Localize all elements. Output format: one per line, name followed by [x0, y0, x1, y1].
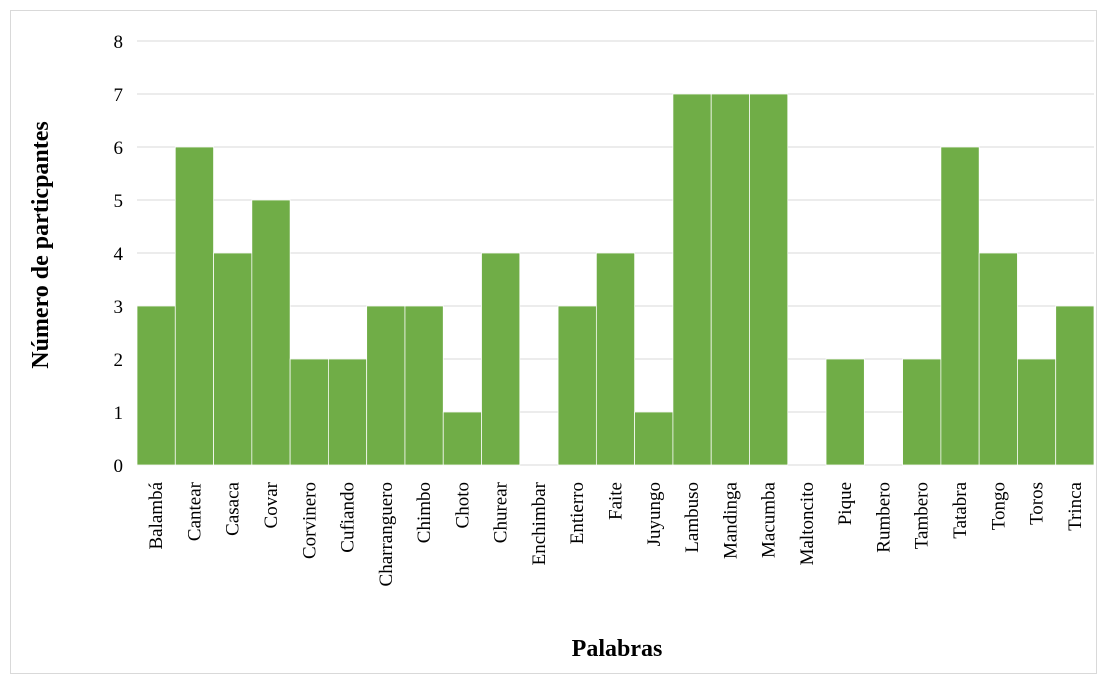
- x-axis-ticks: Balambá Cantear Casaca Covar Corvinero Cufian…: [146, 481, 1086, 586]
- bar-charranguero: [366, 305, 406, 466]
- bar-balambá: [136, 305, 176, 466]
- y-tick-label: 2: [114, 350, 124, 371]
- bar-tongo: [978, 252, 1018, 466]
- x-tick-label: Enchimbar: [529, 481, 550, 565]
- x-axis-title: Palabras: [572, 636, 663, 662]
- bar-choto: [442, 411, 482, 466]
- x-tick-label: Churear: [491, 481, 512, 543]
- bars: [136, 93, 1095, 466]
- bar-churear: [481, 252, 521, 466]
- y-tick-label: 8: [114, 32, 124, 53]
- x-tick-label: Entierro: [567, 482, 588, 544]
- x-tick-label: Corvinero: [299, 482, 320, 559]
- y-tick-label: 5: [114, 191, 124, 212]
- x-tick-label: Choto: [452, 482, 473, 528]
- x-tick-label: Cufiando: [338, 482, 359, 553]
- y-tick-label: 6: [114, 138, 124, 159]
- x-tick-label: Tongo: [988, 482, 1009, 530]
- x-tick-label: Faite: [606, 482, 627, 520]
- y-tick-label: 3: [114, 297, 124, 318]
- bar-corvinero: [289, 358, 329, 466]
- bar-chimbo: [404, 305, 444, 466]
- x-tick-label: Balambá: [146, 481, 167, 549]
- x-tick-label: Tambero: [912, 482, 933, 549]
- x-tick-label: Chimbo: [414, 482, 435, 543]
- x-tick-label: Toros: [1027, 482, 1048, 525]
- bar-tambero: [902, 358, 942, 466]
- y-tick-label: 7: [114, 85, 124, 106]
- bar-covar: [251, 199, 291, 466]
- x-tick-label: Pique: [835, 482, 856, 525]
- x-tick-label: Macumba: [759, 481, 780, 558]
- bar-faite: [595, 252, 636, 466]
- x-tick-label: Casaca: [223, 481, 244, 535]
- y-axis-title: Número de particpantes: [28, 121, 54, 369]
- x-tick-label: Maltoncito: [797, 482, 818, 565]
- x-tick-label: Lambuso: [682, 482, 703, 553]
- bar-mandinga: [710, 93, 750, 466]
- bar-lambuso: [672, 93, 712, 466]
- bar-cantear: [174, 146, 214, 466]
- x-tick-label: Juyungo: [644, 482, 665, 546]
- y-tick-label: 1: [114, 403, 124, 424]
- x-tick-label: Cantear: [184, 481, 205, 541]
- bar-tatabra: [940, 146, 980, 466]
- y-tick-label: 0: [114, 456, 124, 477]
- x-tick-label: Tatabra: [950, 481, 971, 538]
- x-tick-label: Mandinga: [720, 481, 741, 559]
- bar-macumba: [749, 93, 789, 466]
- bar-cufiando: [328, 358, 368, 466]
- x-tick-label: Charranguero: [376, 482, 397, 586]
- x-tick-label: Rumbero: [873, 482, 894, 553]
- bar-toros: [1017, 358, 1057, 466]
- bar-pique: [825, 358, 865, 466]
- y-axis-ticks: 0 1 2 3 4 5 6 7 8: [114, 32, 124, 477]
- bar-juyungo: [634, 411, 674, 466]
- x-tick-label: Covar: [261, 481, 282, 528]
- y-tick-label: 4: [114, 244, 124, 265]
- bar-trinca: [1055, 305, 1095, 466]
- bar-casaca: [213, 252, 253, 466]
- bar-entierro: [557, 305, 597, 466]
- x-tick-label: Trinca: [1065, 481, 1086, 530]
